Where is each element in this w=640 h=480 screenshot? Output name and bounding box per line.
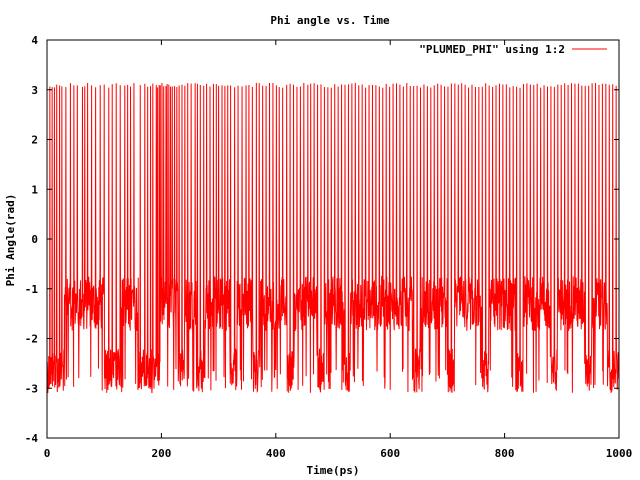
series-layer bbox=[46, 82, 620, 394]
y-tick-label: -3 bbox=[25, 382, 38, 395]
y-tick-label: 3 bbox=[31, 84, 38, 97]
legend: "PLUMED_PHI" using 1:2 bbox=[419, 43, 607, 56]
y-tick-label: 0 bbox=[31, 233, 38, 246]
y-tick-label: -4 bbox=[25, 432, 39, 445]
y-tick-label: -1 bbox=[25, 283, 39, 296]
series-line-plumed-phi bbox=[46, 82, 620, 394]
chart-title: Phi angle vs. Time bbox=[270, 14, 390, 27]
x-tick-label: 0 bbox=[44, 447, 51, 460]
y-axis: -4 -3 -2 -1 0 1 2 3 4 bbox=[25, 34, 619, 445]
y-tick-label: -2 bbox=[25, 333, 38, 346]
y-tick-label: 1 bbox=[31, 183, 38, 196]
x-axis: 0 200 400 600 800 1000 bbox=[44, 40, 633, 460]
legend-label: "PLUMED_PHI" using 1:2 bbox=[419, 43, 565, 56]
x-tick-label: 1000 bbox=[606, 447, 633, 460]
x-tick-label: 200 bbox=[151, 447, 171, 460]
y-axis-label: Phi Angle(rad) bbox=[4, 194, 17, 287]
x-tick-label: 800 bbox=[495, 447, 515, 460]
x-tick-label: 600 bbox=[380, 447, 400, 460]
x-tick-label: 400 bbox=[266, 447, 286, 460]
x-axis-label: Time(ps) bbox=[307, 464, 360, 477]
y-tick-label: 4 bbox=[31, 34, 38, 47]
y-tick-label: 2 bbox=[31, 134, 38, 147]
